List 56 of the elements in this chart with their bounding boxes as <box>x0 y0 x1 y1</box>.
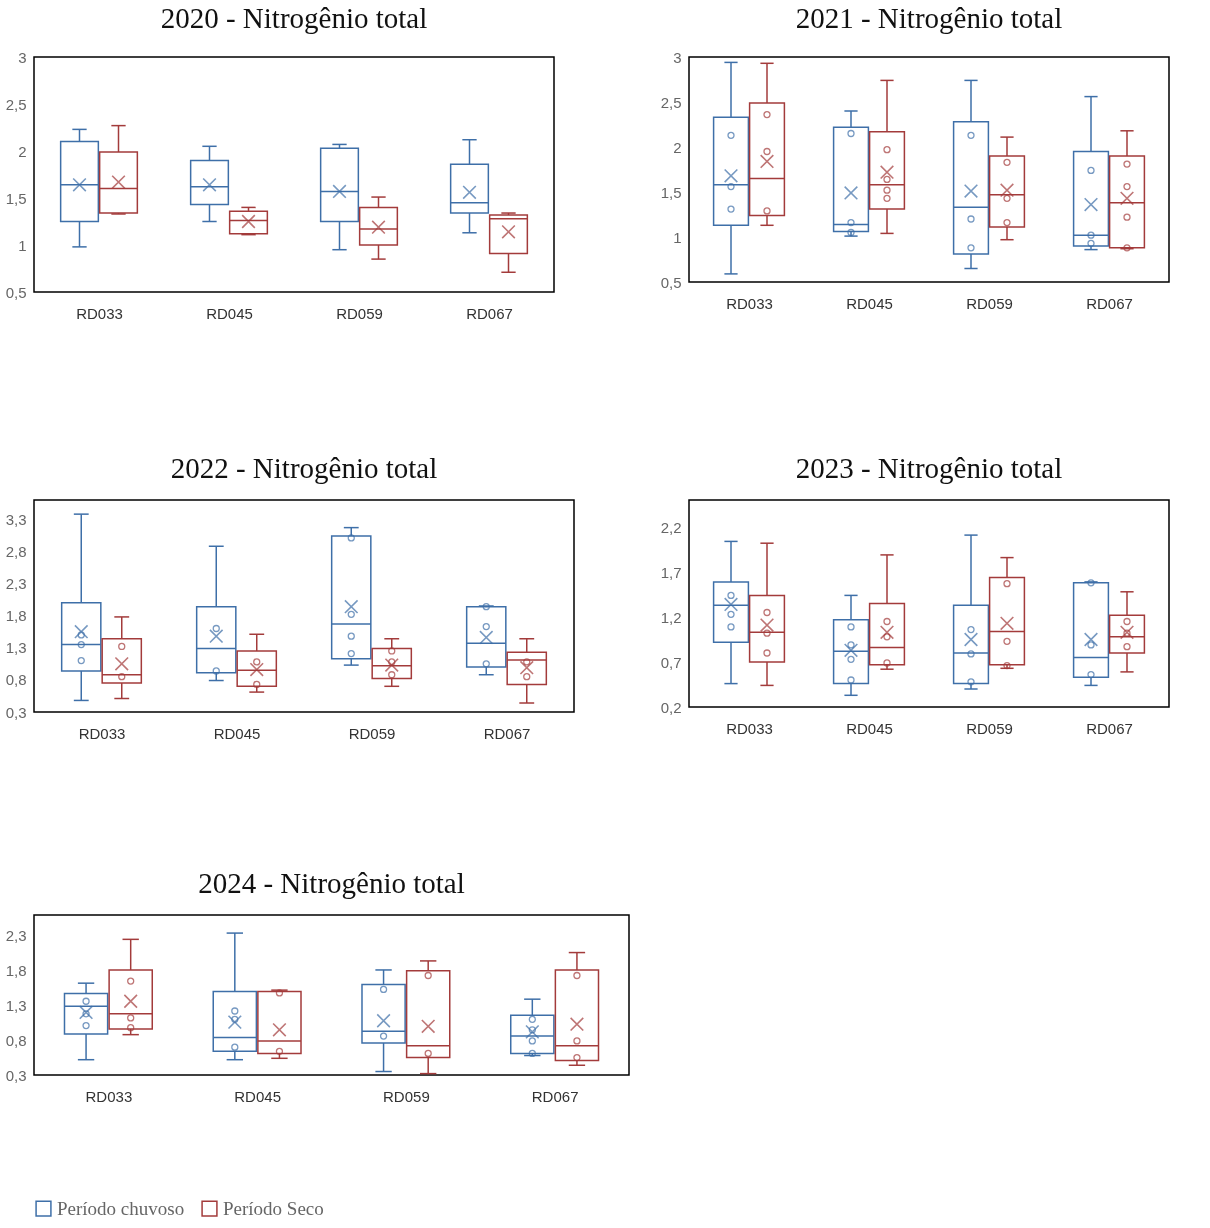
y-tick-label: 1 <box>673 228 682 246</box>
y-tick-label: 2,5 <box>5 95 27 113</box>
y-tick-label: 1,8 <box>5 607 27 625</box>
y-tick-label: 3 <box>673 48 682 66</box>
y-tick-label: 1 <box>18 236 27 254</box>
y-tick-label: 0,8 <box>5 1031 27 1049</box>
y-tick-label: 1,5 <box>5 189 27 207</box>
x-tick-label: RD045 <box>213 724 261 742</box>
legend-label: Período Seco <box>223 1197 324 1219</box>
y-tick-label: 2,3 <box>5 575 27 593</box>
x-tick-label: RD067 <box>531 1087 579 1105</box>
y-tick-label: 0,3 <box>5 703 27 721</box>
y-tick-label: 1,7 <box>660 563 682 581</box>
x-tick-label: RD059 <box>348 724 396 742</box>
x-tick-label: RD067 <box>1086 719 1133 737</box>
chart-title: 2021 - Nitrogênio total <box>795 2 1063 34</box>
x-tick-label: RD045 <box>206 304 253 322</box>
x-tick-label: RD033 <box>78 724 126 742</box>
y-tick-label: 0,2 <box>660 698 682 716</box>
x-tick-label: RD067 <box>1086 294 1133 312</box>
x-tick-label: RD033 <box>726 719 773 737</box>
x-tick-label: RD059 <box>336 304 383 322</box>
x-tick-label: RD059 <box>966 719 1013 737</box>
x-tick-label: RD045 <box>846 294 893 312</box>
y-tick-label: 0,3 <box>5 1066 27 1084</box>
x-tick-label: RD033 <box>85 1087 133 1105</box>
chart-title: 2024 - Nitrogênio total <box>198 867 465 899</box>
y-tick-label: 1,3 <box>5 639 27 657</box>
y-tick-label: 1,2 <box>660 608 682 626</box>
y-tick-label: 1,5 <box>660 183 682 201</box>
y-tick-label: 3,3 <box>5 510 27 528</box>
x-tick-label: RD067 <box>466 304 513 322</box>
y-tick-label: 0,5 <box>660 273 682 291</box>
y-tick-label: 1,8 <box>5 962 27 980</box>
y-tick-label: 1,3 <box>5 996 27 1014</box>
x-tick-label: RD033 <box>726 294 773 312</box>
y-tick-label: 2,5 <box>660 93 682 111</box>
x-tick-label: RD067 <box>483 724 531 742</box>
y-tick-label: 2,2 <box>660 518 682 536</box>
chart-title: 2022 - Nitrogênio total <box>170 452 438 484</box>
x-tick-label: RD045 <box>846 719 893 737</box>
y-tick-label: 3 <box>18 48 27 66</box>
y-tick-label: 0,8 <box>5 671 27 689</box>
x-tick-label: RD059 <box>966 294 1013 312</box>
y-tick-label: 0,7 <box>660 653 682 671</box>
x-tick-label: RD045 <box>234 1087 281 1105</box>
chart-title: 2023 - Nitrogênio total <box>795 452 1063 484</box>
x-tick-label: RD033 <box>76 304 123 322</box>
y-tick-label: 2,3 <box>5 927 27 945</box>
legend-label: Período chuvoso <box>57 1197 185 1219</box>
y-tick-label: 2,8 <box>5 542 27 560</box>
y-tick-label: 2 <box>673 138 682 156</box>
y-tick-label: 0,5 <box>5 283 27 301</box>
chart-title: 2020 - Nitrogênio total <box>160 2 428 34</box>
x-tick-label: RD059 <box>383 1087 430 1105</box>
y-tick-label: 2 <box>18 142 27 160</box>
